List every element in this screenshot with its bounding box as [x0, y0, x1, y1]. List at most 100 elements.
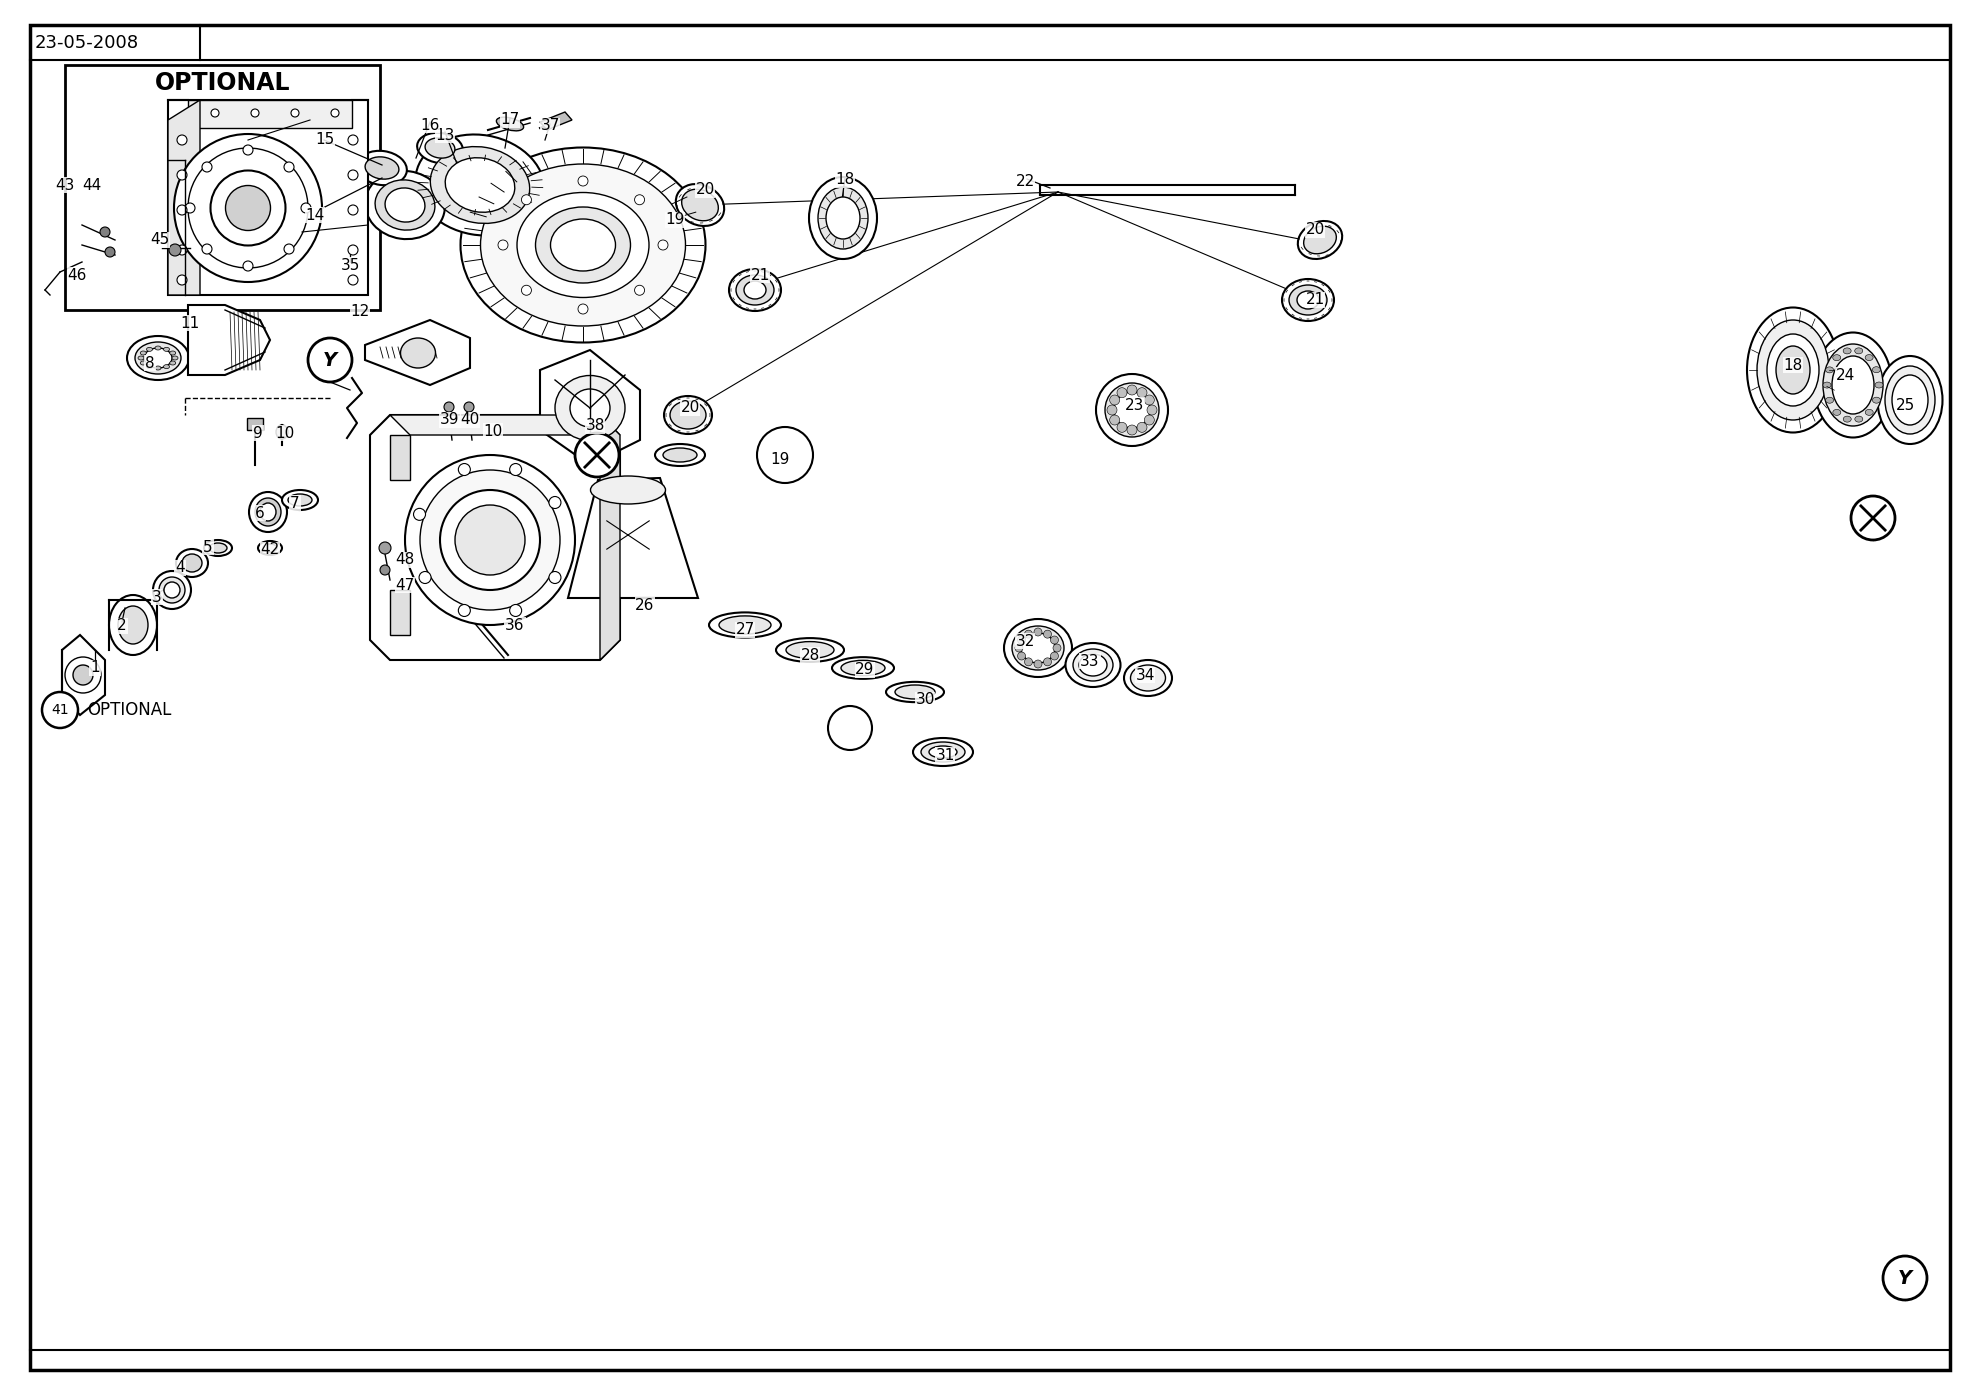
Text: 2: 2: [118, 619, 126, 634]
Ellipse shape: [665, 397, 712, 434]
Ellipse shape: [570, 388, 610, 427]
Text: 6: 6: [256, 505, 266, 520]
Ellipse shape: [671, 401, 706, 429]
Ellipse shape: [744, 282, 765, 300]
Circle shape: [1109, 415, 1119, 424]
Ellipse shape: [421, 470, 561, 610]
Text: 33: 33: [1080, 653, 1100, 669]
Ellipse shape: [663, 448, 696, 462]
Circle shape: [1025, 657, 1033, 666]
Ellipse shape: [260, 503, 275, 522]
Ellipse shape: [683, 189, 718, 221]
Circle shape: [1107, 405, 1117, 415]
Circle shape: [1017, 637, 1025, 644]
Ellipse shape: [730, 269, 781, 311]
Polygon shape: [389, 415, 620, 436]
Text: 3: 3: [151, 589, 161, 605]
Circle shape: [549, 571, 561, 584]
Ellipse shape: [417, 133, 462, 164]
Ellipse shape: [163, 365, 169, 369]
Ellipse shape: [1875, 381, 1882, 388]
Ellipse shape: [1080, 655, 1107, 675]
Circle shape: [203, 244, 212, 254]
Ellipse shape: [445, 158, 515, 212]
Ellipse shape: [1831, 356, 1875, 413]
Ellipse shape: [1877, 356, 1943, 444]
Ellipse shape: [895, 685, 934, 699]
Ellipse shape: [1823, 381, 1831, 388]
Ellipse shape: [140, 351, 146, 355]
Ellipse shape: [818, 187, 867, 250]
Text: 19: 19: [771, 452, 789, 467]
Ellipse shape: [496, 117, 523, 130]
Text: 10: 10: [484, 423, 504, 438]
Ellipse shape: [787, 642, 834, 659]
Circle shape: [177, 135, 187, 146]
Circle shape: [419, 571, 431, 584]
Text: OPTIONAL: OPTIONAL: [155, 71, 291, 94]
Circle shape: [380, 565, 389, 576]
Circle shape: [1044, 630, 1052, 638]
Text: 24: 24: [1835, 368, 1855, 383]
Text: 31: 31: [936, 748, 954, 763]
Text: 45: 45: [149, 233, 169, 247]
Polygon shape: [568, 479, 698, 598]
Text: 42: 42: [260, 542, 279, 558]
Text: 27: 27: [736, 623, 755, 638]
Circle shape: [73, 664, 92, 685]
Ellipse shape: [1884, 366, 1936, 434]
Text: 38: 38: [586, 419, 604, 434]
Ellipse shape: [441, 490, 541, 589]
Text: 14: 14: [305, 208, 325, 222]
Text: 21: 21: [749, 268, 769, 283]
Ellipse shape: [460, 147, 706, 343]
Text: 17: 17: [500, 112, 519, 128]
Circle shape: [104, 247, 114, 257]
Text: 9: 9: [254, 426, 264, 441]
Ellipse shape: [275, 424, 287, 440]
Circle shape: [210, 110, 218, 117]
Circle shape: [498, 240, 507, 250]
Ellipse shape: [210, 171, 285, 245]
Text: 46: 46: [67, 268, 87, 283]
Ellipse shape: [1288, 284, 1328, 315]
Ellipse shape: [144, 348, 171, 368]
Circle shape: [1137, 388, 1147, 398]
Text: 36: 36: [506, 617, 525, 632]
Polygon shape: [248, 417, 264, 430]
Circle shape: [177, 275, 187, 284]
Ellipse shape: [138, 356, 144, 361]
Polygon shape: [600, 415, 620, 660]
Circle shape: [283, 162, 293, 172]
Ellipse shape: [146, 365, 153, 369]
Circle shape: [65, 657, 100, 694]
Circle shape: [291, 110, 299, 117]
Ellipse shape: [832, 657, 893, 678]
Ellipse shape: [431, 147, 529, 223]
Text: 8: 8: [146, 355, 155, 370]
Ellipse shape: [1843, 416, 1851, 422]
Text: 39: 39: [441, 412, 460, 427]
Circle shape: [1127, 424, 1137, 436]
Ellipse shape: [826, 197, 860, 239]
Text: 4: 4: [175, 560, 185, 576]
Polygon shape: [189, 305, 269, 374]
Text: 30: 30: [915, 692, 934, 707]
Text: 20: 20: [1306, 222, 1324, 237]
Text: 37: 37: [541, 118, 561, 133]
Ellipse shape: [1123, 660, 1172, 696]
Ellipse shape: [1131, 664, 1166, 691]
Ellipse shape: [163, 347, 169, 351]
Circle shape: [521, 286, 531, 295]
Text: 23: 23: [1125, 398, 1145, 412]
Circle shape: [1035, 660, 1043, 669]
Circle shape: [203, 162, 212, 172]
Circle shape: [348, 275, 358, 284]
Ellipse shape: [1776, 345, 1810, 394]
Circle shape: [244, 261, 254, 270]
Ellipse shape: [885, 682, 944, 702]
Circle shape: [1050, 652, 1058, 660]
Ellipse shape: [720, 616, 771, 634]
Text: OPTIONAL: OPTIONAL: [87, 700, 171, 718]
Polygon shape: [189, 100, 352, 128]
